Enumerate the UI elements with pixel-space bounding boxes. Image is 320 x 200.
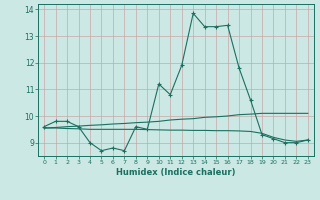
X-axis label: Humidex (Indice chaleur): Humidex (Indice chaleur) <box>116 168 236 177</box>
